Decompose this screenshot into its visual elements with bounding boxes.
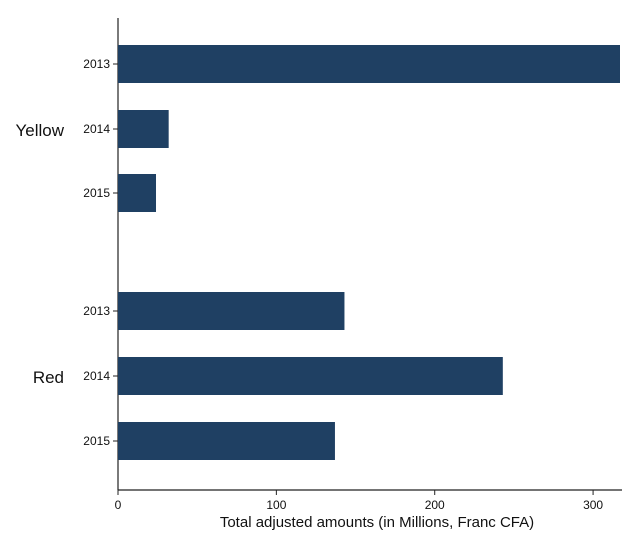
x-tick-label-200: 200 xyxy=(425,498,445,512)
y-tick-label-red-2013: 2013 xyxy=(83,304,110,318)
group-label-red: Red xyxy=(33,368,64,387)
y-tick-label-yellow-2014: 2014 xyxy=(83,122,110,136)
y-tick-label-yellow-2013: 2013 xyxy=(83,57,110,71)
group-label-yellow: Yellow xyxy=(15,121,64,140)
x-tick-label-300: 300 xyxy=(583,498,603,512)
y-tick-label-red-2015: 2015 xyxy=(83,434,110,448)
bar-red-2015 xyxy=(118,422,335,460)
bars-layer xyxy=(118,45,620,460)
x-ticks-layer: 0 100 200 300 xyxy=(115,490,603,512)
y-tick-label-yellow-2015: 2015 xyxy=(83,186,110,200)
bar-yellow-2014 xyxy=(118,110,169,148)
bar-yellow-2015 xyxy=(118,174,157,212)
x-tick-label-0: 0 xyxy=(115,498,122,512)
x-axis-title: Total adjusted amounts (in Millions, Fra… xyxy=(220,514,534,531)
y-tick-label-red-2014: 2014 xyxy=(83,369,110,383)
bar-red-2014 xyxy=(118,357,503,395)
x-tick-label-100: 100 xyxy=(266,498,286,512)
bar-yellow-2013 xyxy=(118,45,620,83)
labels-layer: 2013 2014 2015 Yellow 2013 2014 2015 Red xyxy=(15,57,118,448)
bar-red-2013 xyxy=(118,292,345,330)
